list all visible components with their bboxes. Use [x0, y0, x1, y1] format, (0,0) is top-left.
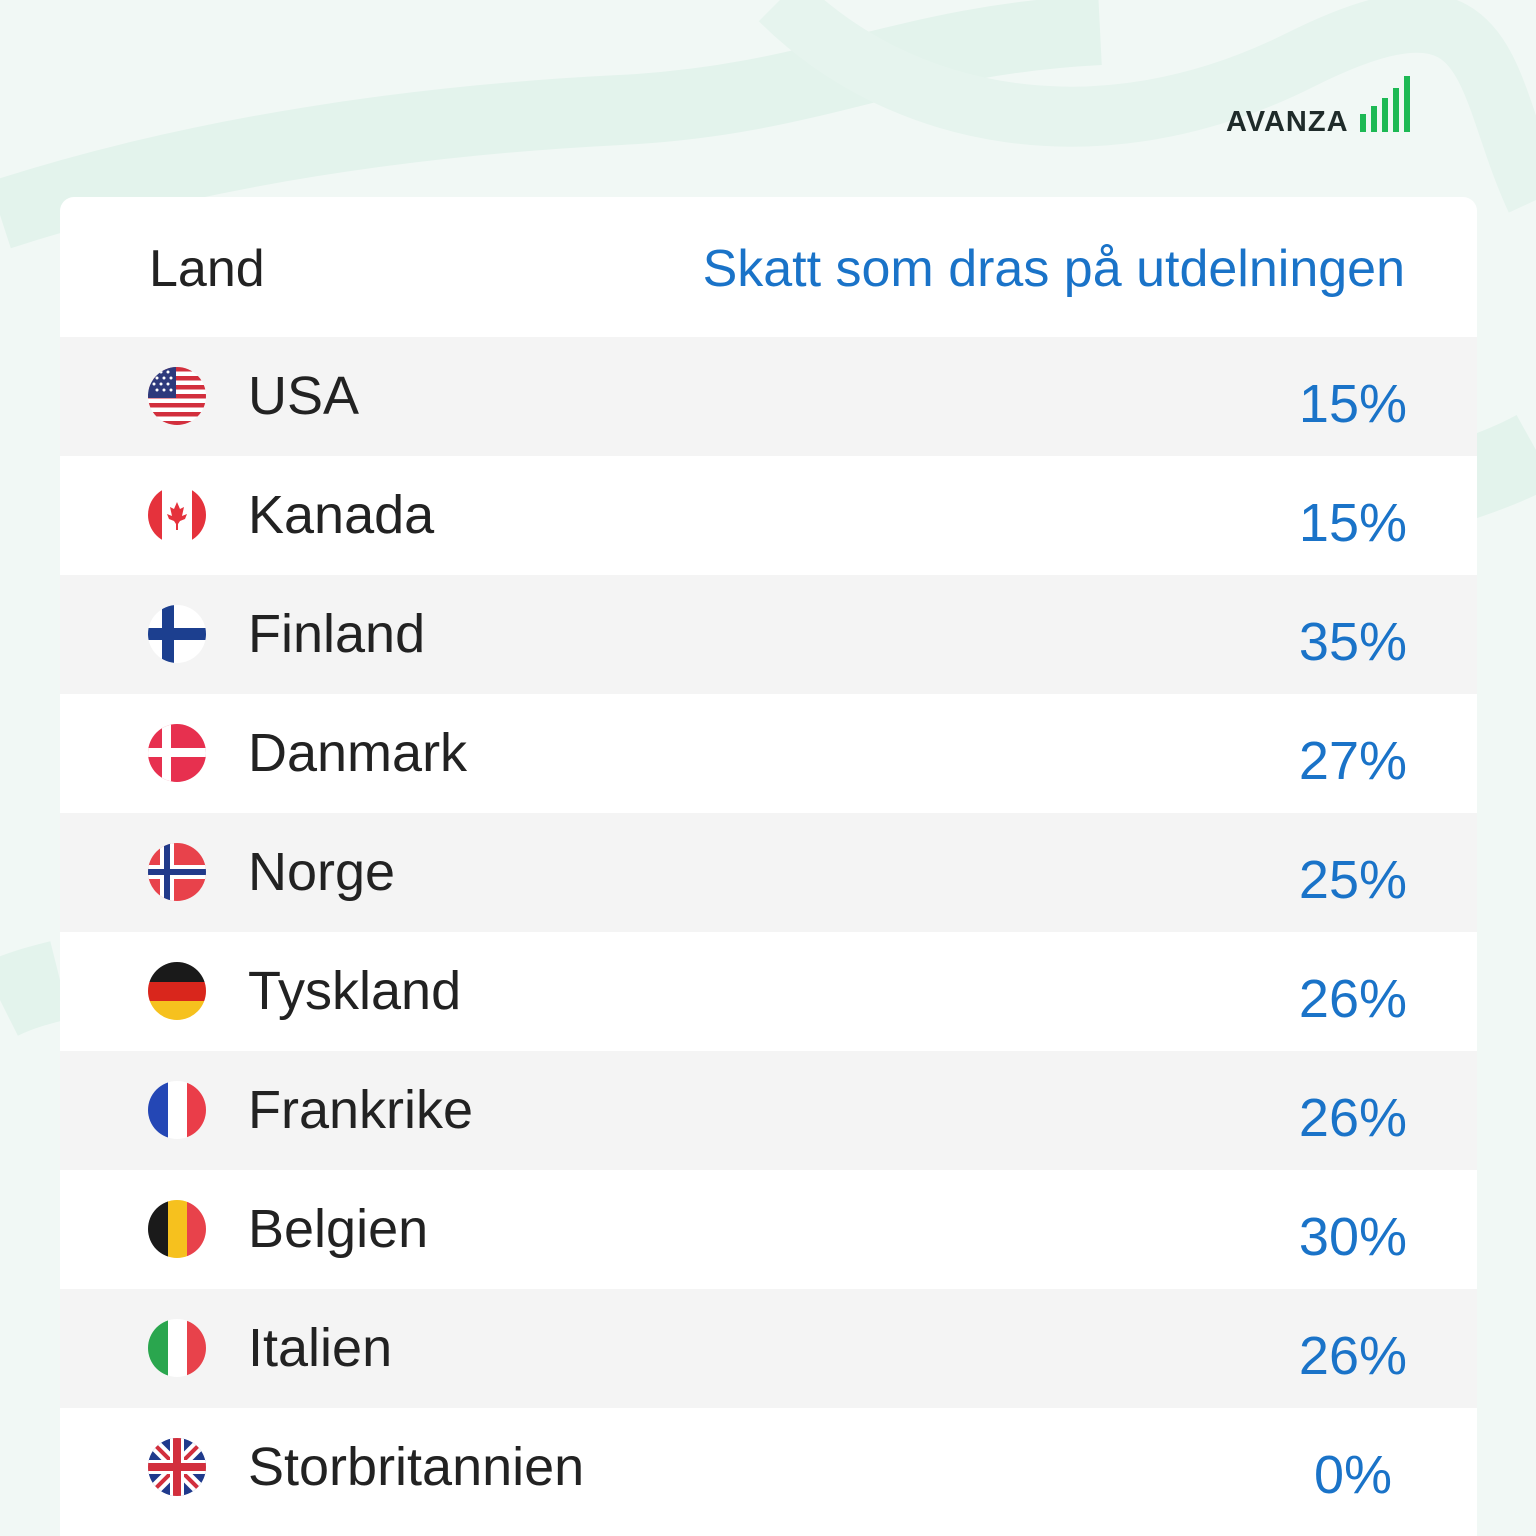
italy-flag-icon — [148, 1319, 206, 1377]
finland-flag-icon — [148, 605, 206, 663]
country-name: Belgien — [248, 1199, 429, 1259]
signal-bars-icon — [1360, 76, 1410, 132]
table-row: Frankrike 26% — [60, 1051, 1477, 1170]
us-flag-icon — [148, 367, 206, 425]
table-row: Danmark 27% — [60, 694, 1477, 813]
table-row: Tyskland 26% — [60, 932, 1477, 1051]
tax-rate: 26% — [1298, 1326, 1407, 1386]
table-row: Italien 26% — [60, 1289, 1477, 1408]
table-row: Kanada 15% — [60, 456, 1477, 575]
tax-rate: 27% — [1298, 731, 1407, 791]
tax-rate: 26% — [1298, 1088, 1407, 1148]
tax-rate: 26% — [1298, 969, 1407, 1029]
country-name: Norge — [248, 842, 396, 902]
norway-flag-icon — [148, 843, 206, 901]
table-row: USA 15% — [60, 337, 1477, 456]
header-country: Land — [149, 240, 265, 298]
uk-flag-icon — [148, 1438, 206, 1496]
country-name: Storbritannien — [248, 1437, 585, 1497]
country-name: Danmark — [248, 723, 468, 783]
denmark-flag-icon — [148, 724, 206, 782]
tax-rate: 30% — [1298, 1207, 1407, 1267]
tax-rate: 15% — [1298, 374, 1407, 434]
table-header: Land Skatt som dras på utdelningen — [60, 197, 1477, 337]
country-name: USA — [248, 366, 360, 426]
germany-flag-icon — [148, 962, 206, 1020]
france-flag-icon — [148, 1081, 206, 1139]
country-name: Finland — [248, 604, 426, 664]
tax-rate: 0% — [1313, 1445, 1392, 1505]
canada-flag-icon — [148, 486, 206, 544]
tax-rate: 25% — [1298, 850, 1407, 910]
country-name: Italien — [248, 1318, 393, 1378]
country-name: Tyskland — [248, 961, 462, 1021]
logo-text: AVANZA — [1226, 106, 1349, 138]
country-name: Kanada — [248, 485, 435, 545]
tax-rate: 15% — [1298, 493, 1407, 553]
belgium-flag-icon — [148, 1200, 206, 1258]
avanza-logo: AVANZA — [1226, 74, 1416, 138]
tax-table-card: Land Skatt som dras på utdelningen USA — [60, 197, 1477, 1536]
table-row: Belgien 30% — [60, 1170, 1477, 1289]
tax-rate: 35% — [1298, 612, 1407, 672]
header-tax: Skatt som dras på utdelningen — [702, 240, 1405, 298]
table-row: Norge 25% — [60, 813, 1477, 932]
table-row: Finland 35% — [60, 575, 1477, 694]
country-name: Frankrike — [248, 1080, 474, 1140]
table-row: Storbritannien 0% — [60, 1408, 1477, 1527]
